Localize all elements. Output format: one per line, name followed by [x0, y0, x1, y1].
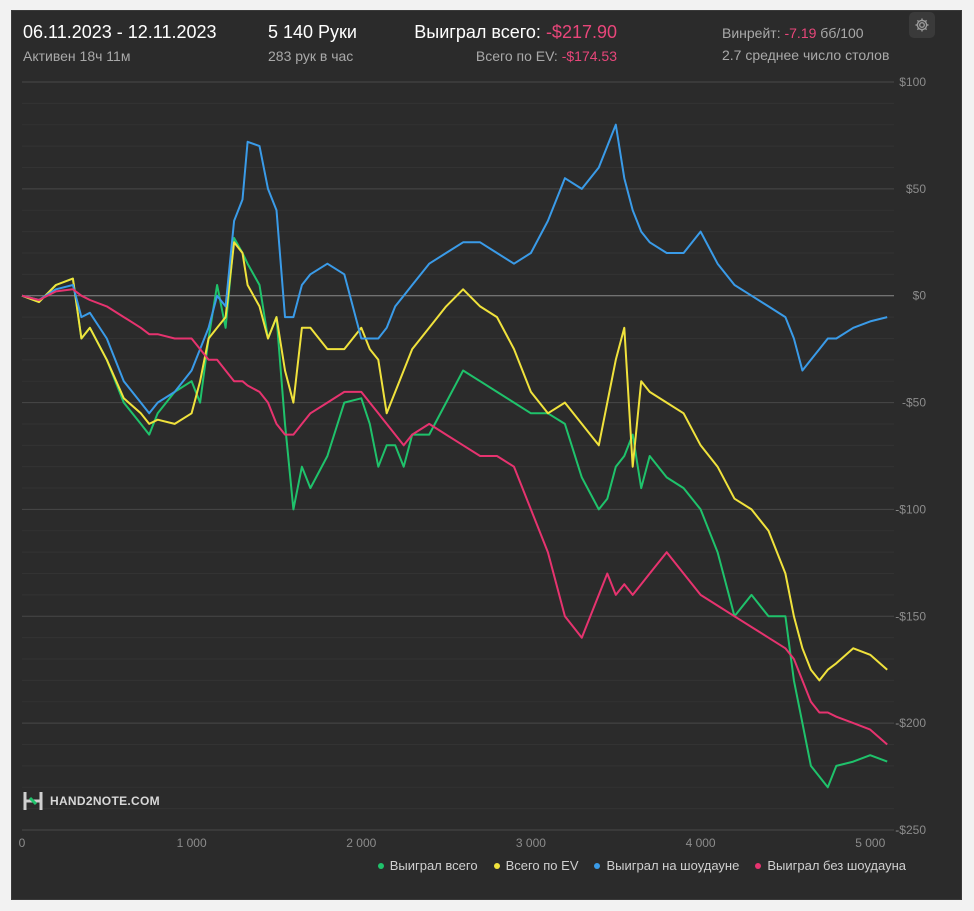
winrate-label: Винрейт:: [722, 25, 781, 41]
ev-total-label: Всего по EV:: [475, 48, 558, 64]
gear-icon: [915, 18, 929, 32]
x-tick-label: 0: [19, 836, 26, 850]
logo-text: HAND2NOTE.COM: [50, 794, 160, 808]
y-tick-label: $100: [899, 75, 926, 89]
legend-item-1[interactable]: Выиграл всего: [377, 858, 478, 873]
ev-total-value: -$174.53: [561, 48, 617, 64]
series-line-4[interactable]: [21, 288, 888, 746]
y-tick-label: $0: [913, 289, 927, 303]
won-total-label: Выиграл всего:: [414, 22, 541, 42]
settings-button[interactable]: [909, 12, 935, 38]
x-tick-label: 3 000: [516, 836, 546, 850]
ev-total: Всего по EV: -$174.53: [476, 48, 617, 64]
legend-item-3[interactable]: Выиграл на шоудауне: [594, 858, 739, 873]
legend-dot: [755, 862, 762, 869]
series-lines: [21, 123, 888, 789]
legend-label: Выиграл на шоудауне: [606, 858, 740, 873]
legend-item-4[interactable]: Выиграл без шоудауна: [755, 858, 906, 873]
avg-tables: 2.7 среднее число столов: [722, 47, 890, 63]
hand2note-icon: [23, 792, 43, 810]
active-time: Активен 18ч 11м: [23, 48, 131, 64]
legend: Выиграл всего Всего по EV Выиграл на шоуда…: [377, 858, 906, 873]
legend-label: Выиграл всего: [389, 858, 478, 873]
series-line-3[interactable]: [21, 123, 888, 415]
hand2note-logo: HAND2NOTE.COM: [22, 790, 160, 812]
x-tick-label: 1 000: [177, 836, 207, 850]
won-total-value: -$217.90: [545, 22, 617, 42]
y-tick-label: -$150: [895, 609, 926, 623]
winrate: Винрейт: -7.19 бб/100: [722, 25, 864, 41]
legend-label: Выиграл без шоудауна: [767, 858, 906, 873]
legend-label: Всего по EV: [505, 858, 579, 873]
grid: [22, 81, 894, 831]
winrate-unit: бб/100: [820, 25, 864, 41]
x-tick-label: 2 000: [346, 836, 376, 850]
y-axis: $100 $50 $0 -$50 -$100 -$150 -$200 -$250: [895, 75, 926, 837]
x-tick-label: 5 000: [855, 836, 885, 850]
hands-count: 5 140 Руки: [268, 22, 357, 42]
x-axis: 0 1 000 2 000 3 000 4 000 5 000: [19, 836, 886, 850]
series-line-1[interactable]: [21, 237, 888, 789]
y-tick-label: -$50: [902, 396, 926, 410]
y-tick-label: $50: [906, 182, 926, 196]
x-tick-label: 4 000: [686, 836, 716, 850]
legend-dot: [377, 862, 384, 869]
legend-dot: [493, 862, 500, 869]
hands-per-hour: 283 рук в час: [268, 48, 354, 64]
date-range[interactable]: 06.11.2023 - 12.11.2023: [23, 22, 217, 42]
won-total: Выиграл всего: -$217.90: [414, 22, 617, 43]
series-line-2[interactable]: [21, 241, 888, 682]
y-tick-label: -$200: [895, 716, 926, 730]
winrate-value: -7.19: [784, 25, 817, 41]
legend-dot: [594, 862, 601, 869]
y-tick-label: -$100: [895, 502, 926, 516]
y-tick-label: -$250: [895, 823, 926, 837]
legend-item-2[interactable]: Всего по EV: [493, 858, 579, 873]
